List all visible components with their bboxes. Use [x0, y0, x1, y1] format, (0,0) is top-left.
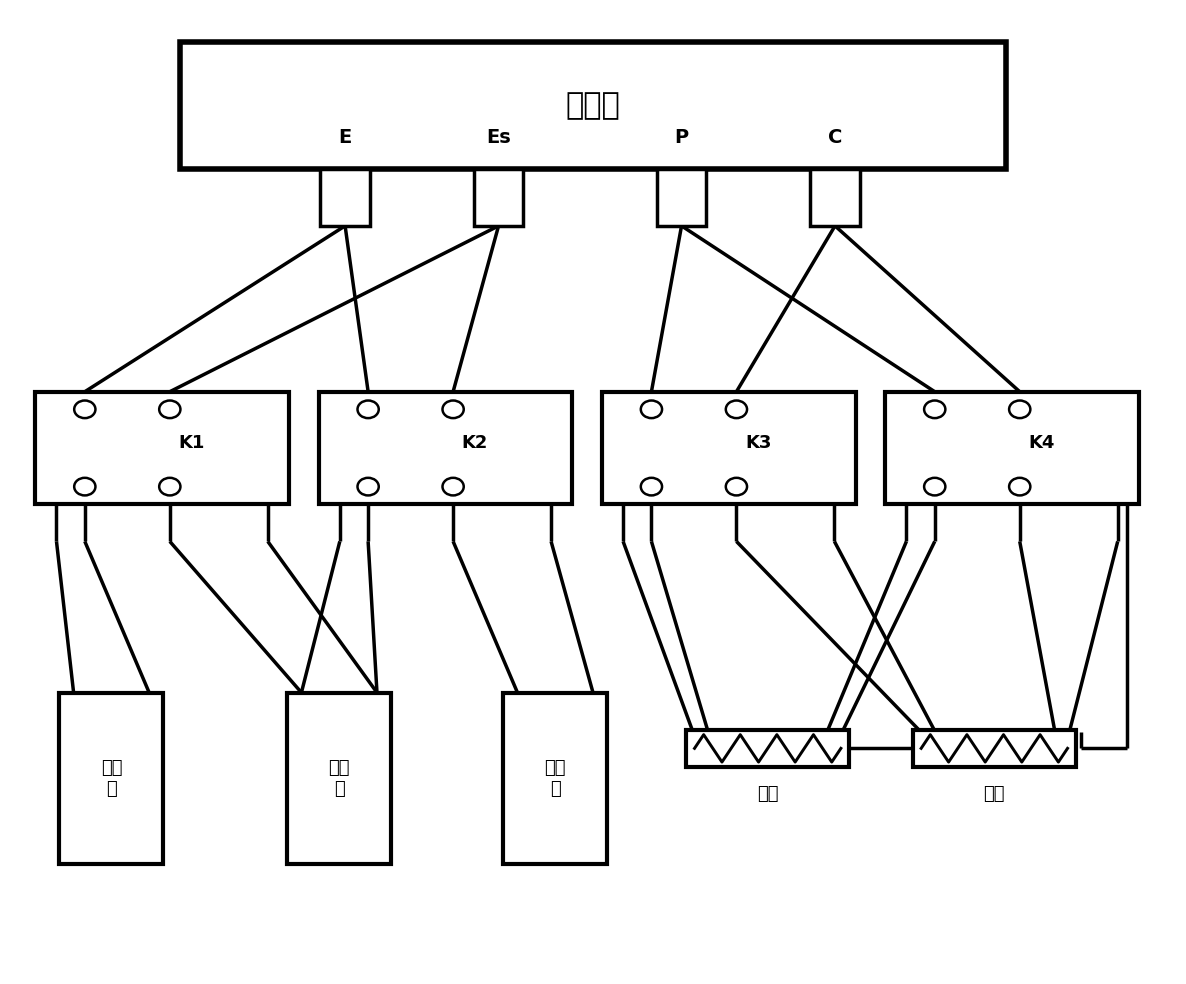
Text: 主电路: 主电路: [566, 91, 620, 120]
Text: C: C: [828, 128, 842, 147]
Bar: [503, 693, 607, 864]
Text: K2: K2: [461, 434, 489, 452]
Bar: [687, 730, 849, 767]
Text: K1: K1: [178, 434, 205, 452]
Text: K3: K3: [745, 434, 771, 452]
Bar: [913, 730, 1076, 767]
Text: 电压
极: 电压 极: [329, 759, 350, 798]
Bar: [810, 169, 860, 226]
Text: E: E: [338, 128, 352, 147]
Bar: [319, 392, 573, 504]
Text: 电阻: 电阻: [757, 785, 778, 803]
Bar: [473, 169, 523, 226]
Text: P: P: [675, 128, 689, 147]
Bar: [601, 392, 855, 504]
Text: Es: Es: [486, 128, 511, 147]
Bar: [36, 392, 289, 504]
Bar: [657, 169, 707, 226]
Bar: [320, 169, 370, 226]
Text: 电阻: 电阻: [983, 785, 1005, 803]
Bar: [180, 42, 1006, 169]
Text: 接地
极: 接地 极: [101, 759, 122, 798]
Bar: [59, 693, 164, 864]
Bar: [885, 392, 1139, 504]
Bar: [287, 693, 391, 864]
Text: K4: K4: [1028, 434, 1054, 452]
Text: 电流
极: 电流 极: [544, 759, 566, 798]
